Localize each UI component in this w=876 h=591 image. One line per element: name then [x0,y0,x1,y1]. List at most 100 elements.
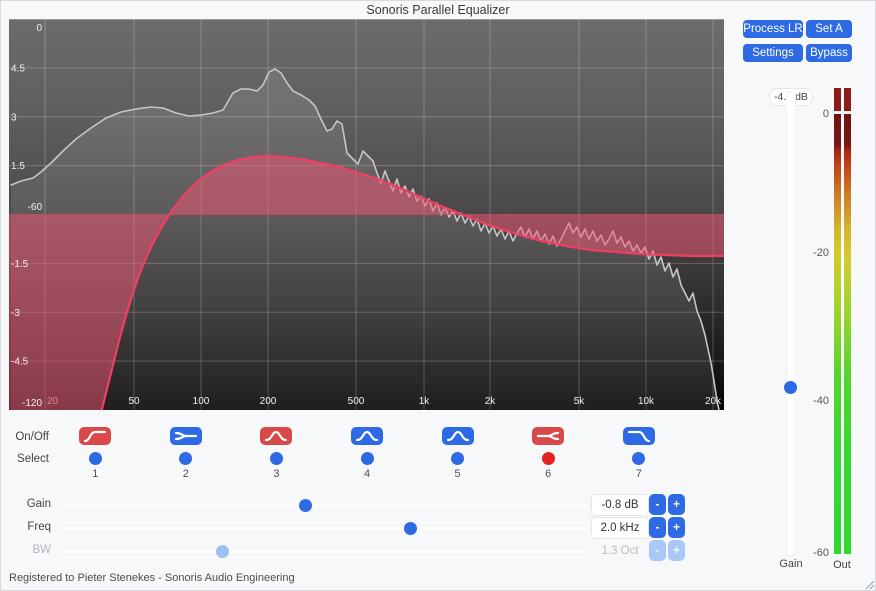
band-2-cell: 2 [141,427,232,487]
band-4-number-label: 4 [363,468,371,480]
gain-increment-button[interactable]: + [668,494,685,515]
gain-slider-row: Gain -0.8 dB - + [1,494,701,516]
gain-slider-track[interactable] [63,498,591,512]
band-5-cell: 5 [412,427,503,487]
band-4-cell: 4 [322,427,413,487]
freq-axis-label: 500 [348,396,365,407]
resize-grip[interactable] [865,580,875,590]
eq-response-curve [100,154,724,410]
spectrum-db-axis-label: -60 [28,202,43,213]
band-3-onoff-button-bell[interactable] [260,427,293,445]
band-5-onoff-button-bell[interactable] [441,427,474,445]
band-3-number-label: 3 [273,468,280,480]
eq-gain-axis-label: -1.5 [11,259,29,270]
band-4-select-dot[interactable] [360,452,374,465]
freq-slider-track[interactable] [63,521,591,535]
eq-gain-axis-label: 4.5 [11,63,25,74]
onoff-row-label: On/Off [15,431,49,443]
freq-slider-label: Freq [27,521,51,533]
meter-scale-label: -40 [813,395,829,407]
window-title: Sonoris Parallel Equalizer [366,3,510,17]
bw-slider-thumb[interactable] [216,544,230,558]
bell-filter-icon [265,430,288,442]
band-1-onoff-button-highpass[interactable] [79,427,112,445]
clip-indicator-left[interactable] [834,88,841,111]
band-6-onoff-button-highshelf[interactable] [532,427,565,445]
clip-indicator-right[interactable] [844,88,851,111]
process-lr-button[interactable]: Process LR [743,20,803,38]
meter-scale-label: 0 [822,108,829,120]
band-1-select-dot[interactable] [88,452,102,465]
freq-axis-label: 2k [485,396,497,407]
output-gain-thumb[interactable] [784,381,797,394]
gain-slider-label: Gain [26,498,51,510]
bw-slider-track[interactable] [63,544,591,558]
band-3-select-dot[interactable] [269,452,283,465]
freq-axis-label: 20 [47,396,59,407]
band-5-number-label: 5 [454,468,461,480]
freq-slider-row: Freq 2.0 kHz - + [1,517,701,539]
band-7-cell: 7 [593,427,684,487]
eq-gain-axis-label: 3 [11,112,17,123]
level-meter-right [844,114,851,554]
band-controls: 1 2 3 4 5 6 7 [50,427,684,487]
bw-slider-label: BW [32,544,51,556]
highpass-filter-icon [84,430,107,443]
bell-filter-icon [355,430,379,442]
band-6-cell: 6 [503,427,594,487]
lowpass-filter-icon [627,430,650,443]
band-2-number-label: 2 [182,468,189,480]
settings-button[interactable]: Settings [743,44,803,62]
band-1-number-label: 1 [92,468,99,480]
lowshelf-filter-icon [174,431,197,441]
freq-slider-thumb[interactable] [404,521,418,535]
eq-gain-axis-label: -3 [11,308,20,319]
band-5-select-dot[interactable] [451,452,465,465]
freq-decrement-button[interactable]: - [649,517,666,538]
level-meter-left [834,114,841,554]
select-row-label: Select [17,453,49,465]
freq-increment-button[interactable]: + [668,517,685,538]
bw-increment-button: + [668,540,685,561]
band-7-number-label: 7 [635,468,642,480]
freq-axis-label: 50 [128,396,140,407]
band-2-select-dot[interactable] [179,452,193,465]
bypass-button[interactable]: Bypass [806,44,852,62]
band-1-cell: 1 [50,427,141,487]
freq-axis-label: 200 [260,396,277,407]
freq-axis-label: 5k [574,396,586,407]
freq-value-display: 2.0 kHz [591,517,649,539]
eq-graph-display[interactable]: 4.5 3 1.5 -1.5 -3 -4.5 0 -60 -120 20 50 100 200 500 1k… [9,19,724,410]
band-6-number-label: 6 [545,468,552,480]
spectrum-db-axis-label: -120 [22,398,42,409]
registration-text: Registered to Pieter Stenekes - Sonoris … [9,572,295,584]
band-7-onoff-button-lowpass[interactable] [622,427,655,445]
band-6-select-dot[interactable] [541,452,555,465]
eq-response-fill [9,156,724,410]
gain-slider-thumb[interactable] [299,498,313,512]
freq-axis-label: 100 [193,396,210,407]
band-2-onoff-button-lowshelf[interactable] [169,427,202,445]
band-3-cell: 3 [231,427,322,487]
spectrum-fill [11,69,719,410]
meter-scale-label: -60 [813,547,829,559]
spectrum-db-axis-label: 0 [36,23,42,34]
out-meter-label: Out [833,559,851,571]
bw-decrement-button: - [649,540,666,561]
gain-value-display: -0.8 dB [591,494,649,516]
freq-axis-label: 1k [419,396,431,407]
set-a-button[interactable]: Set A [806,20,852,38]
band-4-onoff-button-bell[interactable] [351,427,384,445]
eq-graph-svg[interactable]: 4.5 3 1.5 -1.5 -3 -4.5 0 -60 -120 20 50 100 200 500 1k… [9,19,724,410]
gain-meter-label: Gain [779,558,803,570]
freq-axis-label: 20k [705,396,722,407]
meter-scale-label: -20 [813,247,829,259]
highshelf-filter-icon [537,431,560,441]
gain-decrement-button[interactable]: - [649,494,666,515]
bw-slider-row: BW 1.3 Oct - + [1,540,701,562]
bell-filter-icon [446,430,469,442]
output-gain-track[interactable] [786,91,796,556]
band-7-select-dot[interactable] [632,452,646,465]
eq-gain-axis-label: 1.5 [11,161,25,172]
